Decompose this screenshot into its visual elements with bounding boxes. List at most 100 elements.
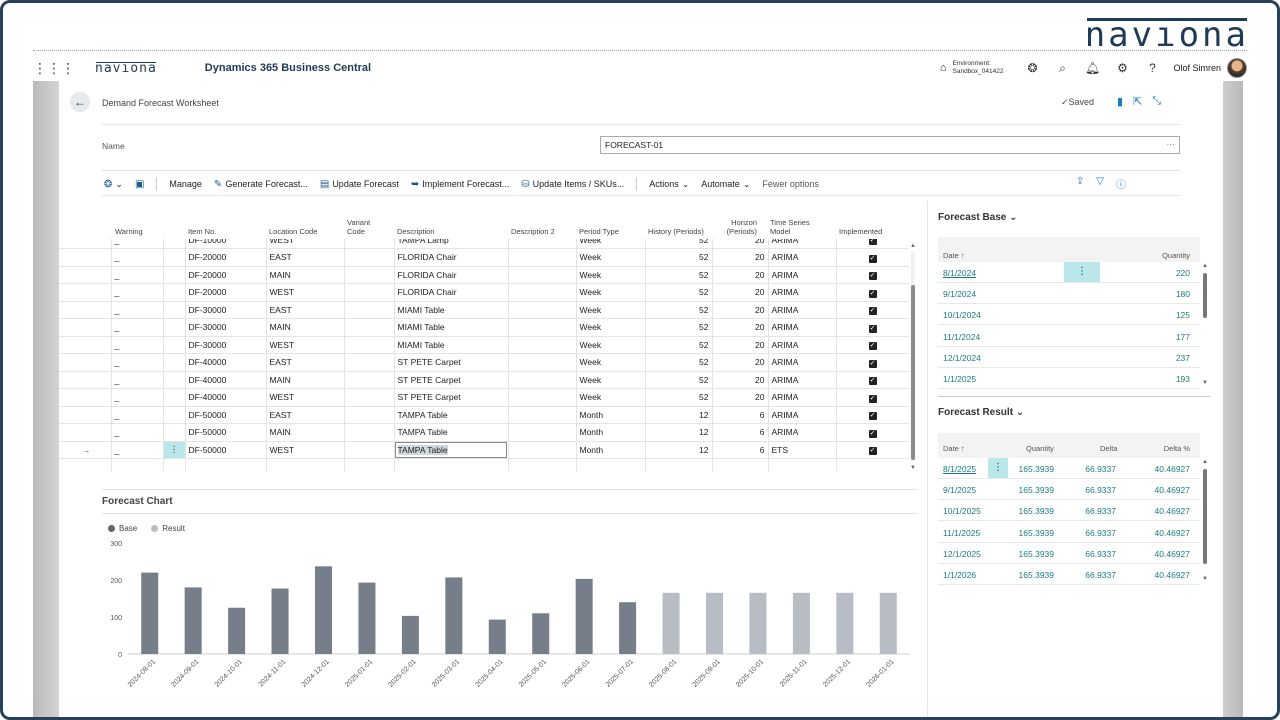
cell-period-type[interactable]: Week: [576, 283, 646, 302]
cell-variant-code[interactable]: [344, 301, 395, 319]
cell-variant-code[interactable]: [344, 371, 395, 389]
forecast-base-scrollbar[interactable]: ▲ ▼: [1202, 263, 1208, 391]
cell-history-periods[interactable]: 12: [645, 406, 713, 424]
cell-location-code[interactable]: WEST: [266, 441, 345, 459]
cell-item-no[interactable]: DF-30000: [185, 301, 267, 319]
cell-history-periods[interactable]: 52: [645, 371, 713, 389]
cell-time-series-model[interactable]: ARIMA: [768, 371, 837, 389]
waffle-icon[interactable]: ⋮⋮⋮: [33, 59, 75, 76]
cell-description[interactable]: FLORIDA Chair: [394, 283, 509, 302]
cell-description[interactable]: TAMPA Table: [394, 406, 509, 424]
cell-horizon-periods[interactable]: 20: [712, 353, 769, 372]
update-items-button[interactable]: ⛁ Update Items / SKUs...: [521, 179, 624, 190]
cell-item-no[interactable]: DF-40000: [185, 371, 267, 389]
scroll-down-icon[interactable]: ▼: [1202, 380, 1208, 386]
row-menu[interactable]: [163, 318, 186, 337]
cell-history-periods[interactable]: 52: [645, 301, 713, 319]
forecast-date[interactable]: 9/1/2024: [943, 289, 977, 300]
layout-button[interactable]: ▣: [135, 179, 144, 190]
cell-variant-code[interactable]: [344, 441, 395, 459]
cell-implemented[interactable]: ✓: [836, 388, 909, 407]
gear-icon[interactable]: ⚙: [1117, 61, 1128, 75]
row-menu[interactable]: [163, 301, 186, 319]
col-warning[interactable]: Warning: [115, 227, 143, 236]
cell-item-no[interactable]: DF-20000: [185, 266, 267, 284]
scroll-down-icon[interactable]: ▼: [1202, 576, 1208, 582]
list-item[interactable]: 11/1/2025 165.3939 66.9337 40.46927: [938, 521, 1200, 543]
collapse-icon[interactable]: ⤡: [1152, 95, 1162, 107]
environment-indicator[interactable]: ⌂ Environment: Sandbox_041422: [940, 60, 1004, 76]
row-menu[interactable]: [163, 353, 186, 372]
cell-description[interactable]: ST PETE Carpet: [394, 388, 509, 407]
list-item[interactable]: 9/1/2025 165.3939 66.9337 40.46927: [938, 479, 1200, 501]
cell-variant-code[interactable]: [344, 406, 395, 424]
row-menu-icon[interactable]: ⋮: [1064, 262, 1100, 282]
cell-implemented[interactable]: ✓: [836, 266, 909, 284]
list-item[interactable]: 8/1/2025 165.3939 66.9337 40.46927 ⋮: [938, 458, 1200, 479]
row-menu[interactable]: [163, 239, 186, 249]
cell-description-2[interactable]: [508, 239, 577, 249]
cell-description[interactable]: ST PETE Carpet: [394, 353, 509, 372]
scroll-thumb[interactable]: [911, 285, 915, 460]
share-icon[interactable]: ⇪: [1075, 176, 1085, 187]
col-period-type[interactable]: Period Type: [579, 227, 619, 236]
cell-location-code[interactable]: WEST: [266, 283, 345, 302]
cell-implemented[interactable]: ✓: [836, 248, 909, 267]
cell-location-code[interactable]: EAST: [266, 248, 345, 267]
table-row[interactable]: _ DF-50000 MAIN TAMPA Table Month 12 6 ARIMA ✓: [59, 423, 909, 442]
user-name[interactable]: Olof Simren: [1173, 63, 1221, 73]
forecast-date[interactable]: 11/1/2024: [943, 331, 981, 342]
scroll-up-icon[interactable]: ▲: [910, 243, 916, 249]
cell-description-2[interactable]: [508, 388, 577, 407]
scroll-up-icon[interactable]: ▲: [1202, 263, 1208, 269]
cell-horizon-periods[interactable]: 20: [712, 388, 769, 407]
cell-location-code[interactable]: EAST: [266, 406, 345, 424]
cell-horizon-periods[interactable]: 6: [712, 423, 769, 442]
col-time-series-model[interactable]: Time Series Model: [770, 218, 810, 236]
forecast-result-title[interactable]: Forecast Result ⌄: [938, 407, 1024, 418]
row-menu[interactable]: [163, 423, 186, 442]
cell-variant-code[interactable]: [344, 283, 395, 302]
row-menu[interactable]: [163, 283, 186, 302]
forecast-date[interactable]: 1/1/2026: [943, 570, 977, 580]
table-row[interactable]: _ DF-40000 EAST ST PETE Carpet Week 52 20 ARIMA…: [59, 353, 909, 372]
cell-variant-code[interactable]: [344, 336, 395, 354]
cell-history-periods[interactable]: 52: [645, 266, 713, 284]
table-row[interactable]: _ DF-20000 WEST FLORIDA Chair Week 52 20 ARIMA ✓: [59, 283, 909, 302]
scroll-down-icon[interactable]: ▼: [910, 465, 916, 471]
cell-description-2[interactable]: [508, 318, 577, 337]
grid-scrollbar[interactable]: ▲ ▼: [910, 243, 916, 471]
filter-icon[interactable]: ▽: [1096, 176, 1104, 187]
cell-implemented[interactable]: ✓: [836, 406, 909, 424]
cell-item-no[interactable]: DF-30000: [185, 318, 267, 337]
row-menu-icon[interactable]: ⋮: [988, 458, 1008, 478]
cell-period-type[interactable]: Week: [576, 353, 646, 372]
col-location-code[interactable]: Location Code: [269, 227, 318, 236]
automate-menu[interactable]: Automate ⌄: [701, 179, 750, 190]
cell-horizon-periods[interactable]: 20: [712, 239, 769, 249]
list-item[interactable]: 12/1/2024 237: [938, 346, 1200, 368]
cell-period-type[interactable]: Week: [576, 248, 646, 267]
cell-time-series-model[interactable]: ARIMA: [768, 423, 837, 442]
list-item[interactable]: 8/1/2024 220 ⋮: [938, 262, 1200, 283]
cell-location-code[interactable]: MAIN: [266, 266, 345, 284]
cell-time-series-model[interactable]: ARIMA: [768, 239, 837, 249]
cell-history-periods[interactable]: 52: [645, 283, 713, 302]
cell-location-code[interactable]: WEST: [266, 388, 345, 407]
avatar[interactable]: [1227, 58, 1247, 78]
list-item[interactable]: 9/1/2024 180: [938, 283, 1200, 305]
company-logo[interactable]: navıona: [95, 60, 157, 76]
row-menu[interactable]: [163, 406, 186, 424]
cell-history-periods[interactable]: 52: [645, 336, 713, 354]
list-item[interactable]: 12/1/2025 165.3939 66.9337 40.46927: [938, 542, 1200, 564]
cell-description-2[interactable]: [508, 353, 577, 372]
implemented-checkbox[interactable]: ✓: [868, 254, 877, 263]
cell-period-type[interactable]: Week: [576, 318, 646, 337]
cell-item-no[interactable]: DF-40000: [185, 388, 267, 407]
implemented-checkbox[interactable]: ✓: [868, 324, 877, 333]
cell-history-periods[interactable]: 52: [645, 318, 713, 337]
implemented-checkbox[interactable]: ✓: [868, 342, 877, 351]
help-icon[interactable]: ?: [1149, 61, 1156, 75]
cell-time-series-model[interactable]: ARIMA: [768, 336, 837, 354]
cell-location-code[interactable]: WEST: [266, 336, 345, 354]
